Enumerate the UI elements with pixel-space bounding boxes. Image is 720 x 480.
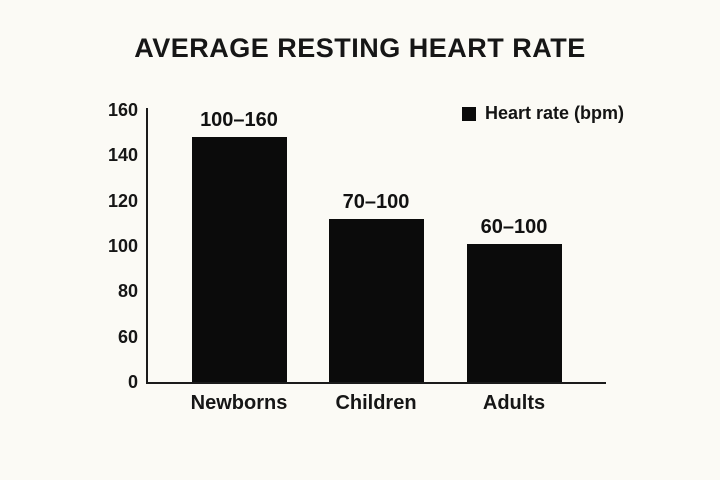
bar-value-label: 100–160 [200,109,278,132]
bar-value-label: 70–100 [342,190,410,213]
legend-label: Heart rate (bpm) [485,103,625,123]
y-tick-label: 140 [107,145,138,166]
y-tick-label: 120 [107,190,138,211]
y-axis-line [146,108,148,384]
y-tick-label: 0 [127,372,138,392]
x-axis-label: Adults [482,392,546,414]
legend: Heart rate (bpm) [462,103,624,124]
y-tick-label: 80 [117,281,138,302]
bar-value-label: 60–100 [480,215,548,238]
x-axis-label: Children [335,392,417,414]
legend-swatch-icon [462,106,476,121]
x-axis-line [146,382,606,384]
y-tick-label: 160 [107,100,138,120]
bar [328,218,424,382]
bar [466,243,562,382]
bar [191,137,287,382]
chart-title: AVERAGE RESTING HEART RATE [134,33,586,63]
y-tick-label: 60 [117,326,138,347]
y-tick-label: 100 [107,236,138,256]
x-axis-label: Newborns [190,392,288,414]
